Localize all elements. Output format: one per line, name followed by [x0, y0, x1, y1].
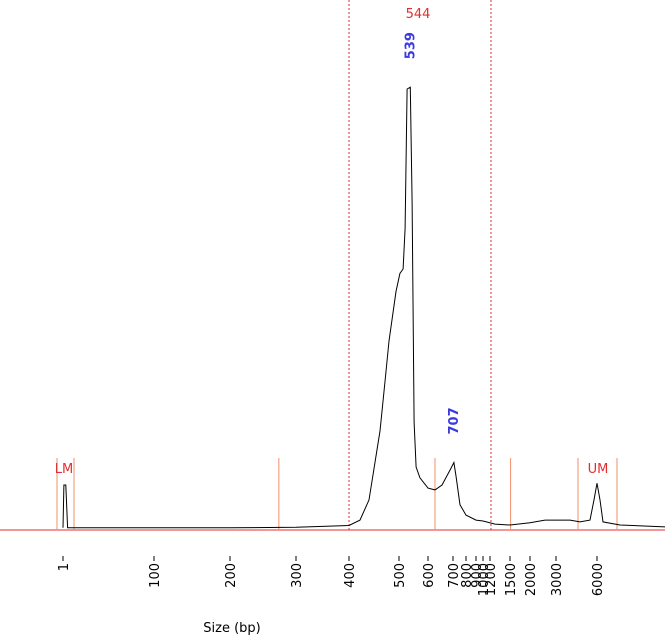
x-tick-label: 700 — [447, 563, 462, 588]
x-tick-label: 100 — [148, 563, 163, 588]
region-size: 544 — [406, 7, 431, 22]
x-tick-label: 600 — [422, 563, 437, 588]
marker-label: LM — [55, 462, 73, 477]
x-tick-label: 300 — [290, 563, 305, 588]
peak-label: 539 — [403, 32, 418, 59]
x-tick-label: 1000 — [477, 563, 492, 596]
x-tick-label: 6000 — [591, 563, 606, 596]
x-tick-label: 900 — [470, 563, 485, 588]
x-axis-title: Size (bp) — [203, 621, 260, 636]
x-tick-label: 3000 — [550, 563, 565, 596]
x-tick-label: 400 — [343, 563, 358, 588]
trace — [62, 86, 665, 529]
marker-label: UM — [588, 462, 609, 477]
x-tick-label: 1 — [57, 563, 72, 571]
x-tick-label: 500 — [393, 563, 408, 588]
x-tick-label: 1500 — [504, 563, 519, 596]
x-tick-label: 800 — [460, 563, 475, 588]
peak-label: 707 — [447, 407, 462, 434]
x-tick-label: 2000 — [524, 563, 539, 596]
x-tick-label: 200 — [224, 563, 239, 588]
x-tick-label: 1200 — [484, 563, 499, 596]
